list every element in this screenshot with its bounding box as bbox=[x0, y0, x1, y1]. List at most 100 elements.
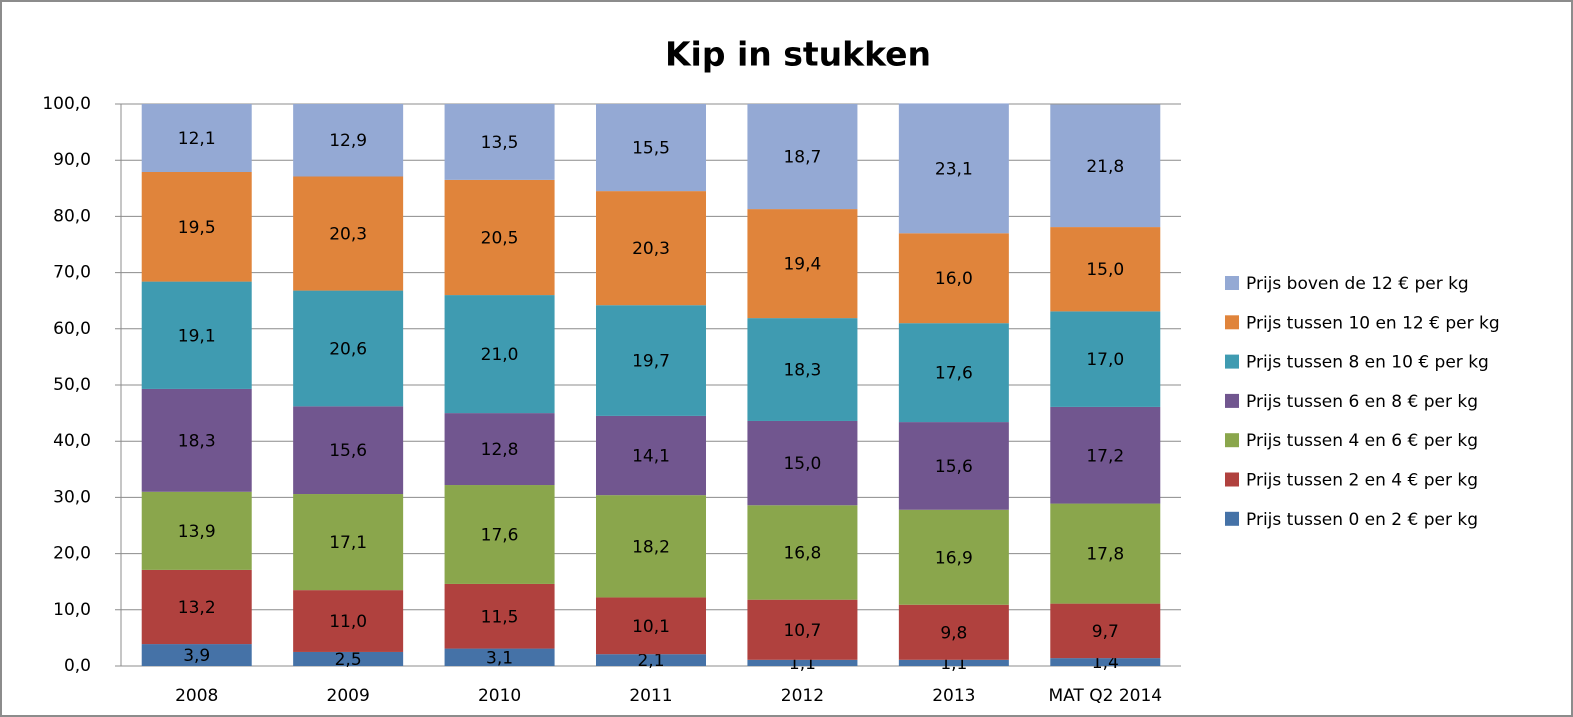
value-label: 23,1 bbox=[935, 159, 973, 179]
bar-segment bbox=[141, 172, 252, 282]
legend-swatch bbox=[1225, 393, 1239, 408]
bar-segment bbox=[747, 420, 858, 506]
bar-segment bbox=[444, 413, 555, 486]
bar-segment bbox=[293, 651, 404, 666]
value-label: 3,1 bbox=[486, 648, 513, 668]
bar-segment bbox=[293, 494, 404, 591]
x-tick-label: 2013 bbox=[932, 686, 975, 706]
y-tick-label: 30,0 bbox=[53, 487, 91, 507]
y-tick-label: 90,0 bbox=[53, 150, 91, 170]
legend-swatch bbox=[1225, 433, 1239, 448]
value-label: 21,0 bbox=[481, 345, 519, 365]
bar-segment bbox=[141, 104, 252, 173]
bar-segment bbox=[898, 659, 1009, 666]
value-label: 16,8 bbox=[783, 543, 821, 563]
value-label: 3,9 bbox=[183, 646, 210, 666]
value-label: 19,7 bbox=[632, 352, 670, 372]
value-label: 18,3 bbox=[178, 431, 216, 451]
bar-segment bbox=[596, 191, 706, 306]
value-label: 19,4 bbox=[783, 255, 821, 275]
value-label: 2,1 bbox=[637, 651, 664, 671]
x-tick-label: 2008 bbox=[175, 686, 218, 706]
value-label: 20,3 bbox=[329, 225, 367, 245]
y-tick-label: 70,0 bbox=[53, 263, 91, 283]
bar-segment bbox=[444, 179, 555, 296]
value-label: 11,5 bbox=[481, 607, 519, 627]
legend-label: Prijs tussen 2 en 4 € per kg bbox=[1246, 471, 1478, 491]
value-label: 15,5 bbox=[632, 139, 670, 159]
bar-segment bbox=[596, 415, 706, 496]
bar-segment bbox=[1050, 503, 1161, 604]
bar-segment bbox=[141, 281, 252, 389]
bar-segment bbox=[898, 323, 1009, 423]
value-label: 19,5 bbox=[178, 218, 216, 238]
bar-segment bbox=[898, 604, 1009, 660]
value-label: 15,6 bbox=[935, 457, 973, 477]
bar-segment bbox=[898, 103, 1009, 234]
bar-segment bbox=[747, 318, 858, 421]
value-label: 10,1 bbox=[632, 617, 670, 637]
bar-segment bbox=[747, 505, 858, 600]
y-tick-label: 0,0 bbox=[64, 656, 91, 676]
value-label: 17,1 bbox=[329, 533, 367, 553]
bar-segment bbox=[293, 590, 404, 652]
value-label: 18,2 bbox=[632, 537, 670, 557]
value-label: 13,2 bbox=[178, 598, 216, 618]
bar-segment bbox=[898, 509, 1009, 605]
legend-swatch bbox=[1225, 511, 1239, 526]
value-label: 2,5 bbox=[335, 650, 362, 670]
legend-swatch bbox=[1225, 276, 1239, 290]
y-tick-label: 50,0 bbox=[53, 375, 91, 395]
legend-label: Prijs tussen 10 en 12 € per kg bbox=[1246, 313, 1500, 333]
bar-segment bbox=[444, 104, 555, 180]
x-tick-label: 2010 bbox=[478, 686, 521, 706]
bar-segment bbox=[1050, 658, 1161, 666]
value-label: 15,0 bbox=[783, 454, 821, 474]
x-tick-label: MAT Q2 2014 bbox=[1048, 686, 1162, 706]
legend-swatch bbox=[1225, 315, 1239, 330]
value-label: 20,5 bbox=[481, 228, 519, 248]
bar-segment bbox=[1050, 227, 1161, 312]
bar-segment bbox=[596, 104, 706, 192]
y-tick-label: 10,0 bbox=[53, 600, 91, 620]
value-label: 13,5 bbox=[481, 133, 519, 153]
bar-segment bbox=[444, 295, 555, 414]
value-label: 17,8 bbox=[1086, 545, 1124, 565]
legend-swatch bbox=[1225, 354, 1239, 369]
value-label: 9,8 bbox=[940, 623, 967, 643]
value-label: 11,0 bbox=[329, 612, 367, 632]
y-tick-label: 80,0 bbox=[53, 206, 91, 226]
bar-segment bbox=[141, 491, 252, 570]
y-tick-label: 40,0 bbox=[53, 431, 91, 451]
legend-label: Prijs boven de 12 € per kg bbox=[1246, 274, 1469, 294]
x-tick-label: 2012 bbox=[781, 686, 824, 706]
value-label: 15,6 bbox=[329, 441, 367, 461]
bar-segment bbox=[1050, 406, 1161, 504]
bar-segment bbox=[293, 176, 404, 291]
x-tick-label: 2009 bbox=[327, 686, 370, 706]
bar-segment bbox=[747, 209, 858, 319]
chart-title: Kip in stukken bbox=[665, 35, 931, 74]
value-label: 18,3 bbox=[783, 361, 821, 381]
bar-segment bbox=[293, 104, 404, 177]
bar-segment bbox=[141, 388, 252, 492]
bar-segment bbox=[596, 495, 706, 598]
bar-segment bbox=[141, 569, 252, 645]
legend-label: Prijs tussen 8 en 10 € per kg bbox=[1246, 353, 1489, 373]
value-label: 12,1 bbox=[178, 129, 216, 149]
y-tick-label: 20,0 bbox=[53, 544, 91, 564]
value-label: 9,7 bbox=[1092, 622, 1119, 642]
bar-segment bbox=[747, 659, 858, 666]
value-label: 17,0 bbox=[1086, 350, 1124, 370]
bar-segment bbox=[747, 104, 858, 210]
bar-segment bbox=[747, 599, 858, 660]
bar-segment bbox=[444, 583, 555, 649]
bar-segment bbox=[1050, 311, 1161, 407]
legend-swatch bbox=[1225, 472, 1239, 487]
legend-label: Prijs tussen 6 en 8 € per kg bbox=[1246, 392, 1478, 412]
legend-label: Prijs tussen 0 en 2 € per kg bbox=[1246, 510, 1478, 530]
value-label: 20,3 bbox=[632, 239, 670, 259]
bar-segment bbox=[898, 422, 1009, 510]
bar-segment bbox=[898, 233, 1009, 324]
bar-segment bbox=[1050, 603, 1161, 659]
